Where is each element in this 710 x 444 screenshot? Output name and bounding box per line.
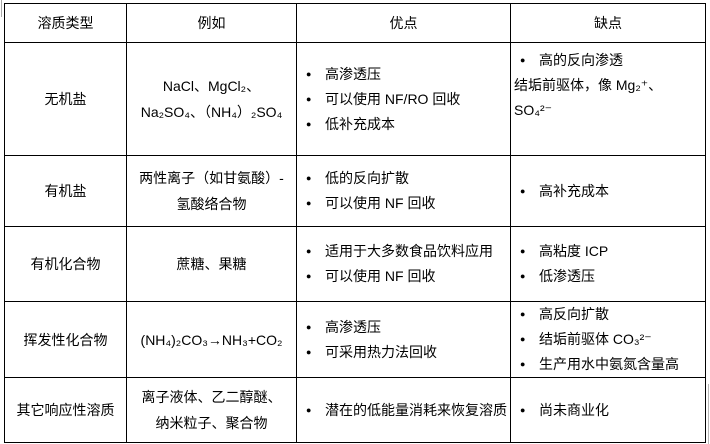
table-row-0: 无机盐 NaCl、MgCl₂、 Na₂SO₄、（NH₄）₂SO₄ ● 高渗透压 ● 可以使用… [4,42,706,156]
type-cell: 挥发性化合物 [4,301,127,378]
bullet-icon: ● [306,173,312,183]
pros-item: ● 低补充成本 [298,112,510,137]
cons-item: ● 尚未商业化 [512,398,705,423]
pros-item: ● 低的反向扩散 [298,166,510,191]
table-row-3: 挥发性化合物 (NH₄)₂CO₃→NH₃+CO₂ ● 高渗透压 ● 可采用热力法回收 ● 高反… [4,301,706,378]
cons-cell: ● 高补充成本 [510,155,706,227]
bullet-icon: ● [520,185,526,196]
pros-item-text: 低补充成本 [325,115,395,132]
table-header: 溶质类型 例如 优点 缺点 [4,3,706,43]
pros-item: ● 适用于大多数食品饮料应用 [298,239,510,264]
cons-item-text: 尚未商业化 [539,401,609,418]
pros-cell: ● 高渗透压 ● 可采用热力法回收 [296,301,511,378]
cons-item-text: 结垢前驱体 CO₃²⁻ [539,331,652,347]
type-cell: 其它响应性溶质 [4,377,127,443]
type-cell: 有机盐 [4,155,127,227]
bullet-icon: ● [520,271,526,281]
column-header-2: 优点 [296,3,511,43]
cons-cell: ● 高反向扩散 ● 结垢前驱体 CO₃²⁻ ● 生产用水中氨氮含量高 [510,301,706,378]
bullet-icon: ● [306,404,312,415]
pros-item-text: 低的反向扩散 [325,170,409,186]
bullet-icon: ● [520,404,526,415]
table-row-4: 其它响应性溶质 离子液体、乙二醇醚、 纳米粒子、聚合物 ● 潜在的低能量消耗来恢复溶质 ●… [4,377,706,443]
pros-item-text: 可以使用 NF/RO 回收 [325,90,461,107]
example-line: Na₂SO₄、（NH₄）₂SO₄ [140,104,283,120]
pros-item: ● 可以使用 NF 回收 [298,191,510,216]
table-row-2: 有机化合物 蔗糖、果糖 ● 适用于大多数食品饮料应用 ● 可以使用 NF 回收 ● 高粘度 I… [4,226,706,302]
example-line: 纳米粒子、聚合物 [155,415,268,431]
bullet-icon: ● [306,246,312,256]
bullet-icon: ● [520,246,526,256]
bullet-icon: ● [520,359,526,369]
bullet-icon: ● [306,321,312,332]
cons-item-text: 高粘度 ICP [539,243,609,259]
example-line: 离子液体、乙二醇醚、 [141,389,282,405]
example-cell: (NH₄)₂CO₃→NH₃+CO₂ [126,301,297,378]
pros-item: ● 高渗透压 [298,62,510,87]
bullet-icon: ● [306,198,312,208]
cons-item-text: 高反向扩散 [539,306,609,322]
type-cell: 有机化合物 [4,226,127,302]
pros-cell: ● 适用于大多数食品饮料应用 ● 可以使用 NF 回收 [296,226,511,302]
example-line: (NH₄)₂CO₃→NH₃+CO₂ [140,331,283,348]
example-line: 氢酸络合物 [176,196,247,212]
bullet-icon: ● [306,93,312,104]
cons-item: ● 结垢前驱体 CO₃²⁻ [512,327,705,352]
cons-item: ● 高补充成本 [512,179,705,204]
column-header-0: 溶质类型 [4,3,127,43]
pros-item: ● 高渗透压 [298,315,510,340]
example-cell: NaCl、MgCl₂、 Na₂SO₄、（NH₄）₂SO₄ [126,42,297,156]
cons-item-text: 高补充成本 [539,182,609,199]
cons-item-text: 生产用水中氨氮含量高 [539,356,679,372]
cons-item-continuation: 结垢前驱体，像 Mg₂⁺、 [514,77,663,93]
screenshot-edge-artifact [708,384,709,444]
cons-item: ● 生产用水中氨氮含量高 [512,352,705,377]
bullet-icon: ● [306,271,312,281]
example-line: 两性离子（如甘氨酸）- [139,170,284,186]
column-header-1: 例如 [126,3,297,43]
cons-item: ● 高的反向渗透 [512,48,705,73]
pros-item-text: 可以使用 NF 回收 [325,268,436,284]
bullet-icon: ● [306,346,312,357]
bullet-icon: ● [520,309,526,319]
cons-cell: ● 尚未商业化 [510,377,706,443]
cons-item: ● 高反向扩散 [512,303,705,328]
cons-item-continuation: SO₄²⁻ [514,102,552,118]
pros-item: ● 可以使用 NF 回收 [298,264,510,289]
bullet-icon: ● [306,68,312,79]
cons-item: ● 高粘度 ICP [512,239,705,264]
bullet-icon: ● [520,55,526,65]
pros-item-text: 可以使用 NF 回收 [325,195,436,211]
bullet-icon: ● [306,118,312,129]
pros-item-text: 可采用热力法回收 [325,343,437,360]
pros-cell: ● 低的反向扩散 ● 可以使用 NF 回收 [296,155,511,227]
cons-item-text: 低渗透压 [539,268,595,284]
pros-item: ● 可采用热力法回收 [298,340,510,365]
pros-cell: ● 高渗透压 ● 可以使用 NF/RO 回收 ● 低补充成本 [296,42,511,156]
table-row-1: 有机盐 两性离子（如甘氨酸）- 氢酸络合物 ● 低的反向扩散 ● 可以使用 NF 回收 ● 高补… [4,155,706,227]
example-cell: 两性离子（如甘氨酸）- 氢酸络合物 [126,155,297,227]
pros-item: ● 潜在的低能量消耗来恢复溶质 [298,398,510,423]
column-header-3: 缺点 [510,3,706,43]
cons-item-text: 高的反向渗透 [539,52,623,68]
pros-item-text: 高渗透压 [325,65,381,82]
type-cell: 无机盐 [4,42,127,156]
pros-cell: ● 潜在的低能量消耗来恢复溶质 [296,377,511,443]
pros-item-text: 高渗透压 [325,318,381,335]
example-cell: 蔗糖、果糖 [126,226,297,302]
pros-item-text: 适用于大多数食品饮料应用 [325,243,493,259]
pros-item-text: 潜在的低能量消耗来恢复溶质 [325,401,507,418]
example-line: 蔗糖、果糖 [176,256,247,272]
solute-comparison-table: 溶质类型 例如 优点 缺点 无机盐 NaCl、MgCl₂、 Na₂SO₄、（NH₄）₂SO… [4,3,706,443]
cons-cell: ● 高粘度 ICP ● 低渗透压 [510,226,706,302]
cons-cell: ● 高的反向渗透结垢前驱体，像 Mg₂⁺、 SO₄²⁻ [510,42,706,156]
pros-item: ● 可以使用 NF/RO 回收 [298,87,510,112]
bullet-icon: ● [520,334,526,344]
header-row: 溶质类型 例如 优点 缺点 [4,3,706,43]
screenshot-edge-artifact [1,0,2,17]
table-body: 无机盐 NaCl、MgCl₂、 Na₂SO₄、（NH₄）₂SO₄ ● 高渗透压 ● 可以使用… [4,42,706,443]
example-cell: 离子液体、乙二醇醚、 纳米粒子、聚合物 [126,377,297,443]
cons-item: ● 低渗透压 [512,264,705,289]
example-line: NaCl、MgCl₂、 [162,78,261,94]
